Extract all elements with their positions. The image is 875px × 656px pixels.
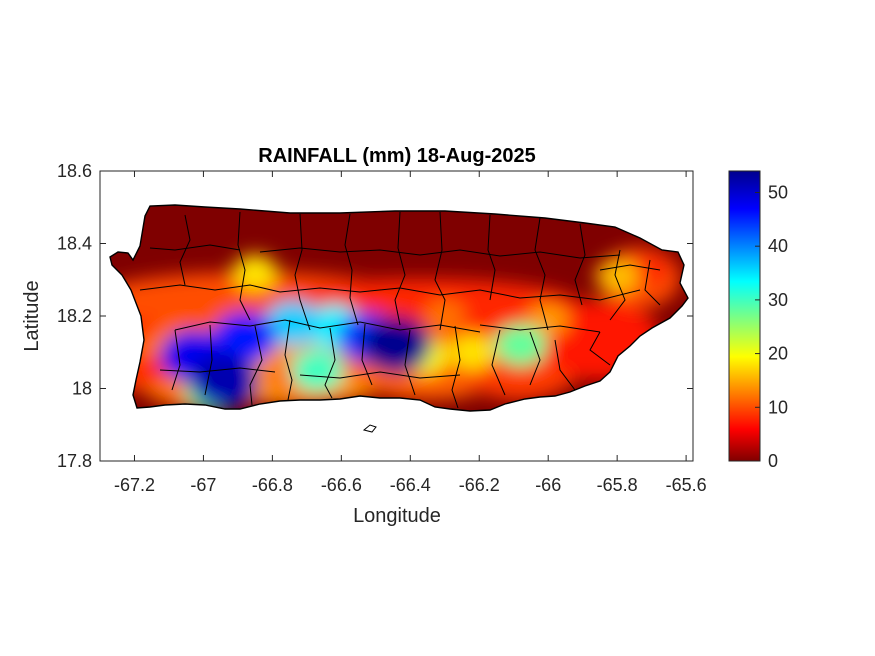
rain-cell — [189, 353, 259, 409]
colorbar-tick-label: 0 — [768, 451, 778, 471]
municipality-boundary — [491, 329, 506, 396]
municipality-boundary — [149, 244, 241, 251]
rainfall-heat-layer — [110, 205, 688, 411]
rain-cell — [212, 312, 277, 364]
municipality-boundary — [284, 319, 293, 401]
municipality-boundary — [174, 319, 481, 333]
municipality-boundary — [609, 249, 626, 321]
municipality-boundary — [644, 259, 661, 306]
x-tick-label: -66 — [535, 475, 561, 495]
municipality-boundary — [204, 324, 213, 396]
rain-cell — [494, 324, 547, 366]
municipality-boundary — [294, 213, 311, 331]
colorbar-tick-label: 20 — [768, 344, 788, 364]
rain-cell — [232, 254, 278, 291]
municipality-boundary — [159, 367, 276, 373]
municipality-boundary — [487, 214, 496, 301]
municipality-boundary — [554, 339, 576, 391]
municipality-boundary — [139, 284, 641, 301]
chart-title: RAINFALL (mm) 18-Aug-2025 — [258, 145, 535, 167]
municipality-boundary — [249, 325, 263, 406]
x-axis-label: Longitude — [353, 505, 441, 527]
colorbar-tick-label: 50 — [768, 182, 788, 202]
y-tick-label: 18.4 — [57, 234, 92, 254]
colorbar — [728, 170, 761, 462]
rain-cell — [264, 300, 322, 347]
municipality-boundary — [361, 323, 373, 386]
rain-cell — [290, 349, 344, 392]
x-axis: -67.2 -67 -66.8 -66.6 -66.4 -66.2 -66 -65.8 -65.… — [114, 171, 707, 495]
colorbar-ticks: 0 10 20 30 40 50 — [755, 182, 788, 471]
municipality-boundary — [171, 329, 181, 391]
municipality-boundaries — [139, 211, 661, 409]
rain-cell — [450, 334, 495, 371]
x-tick-label: -66.6 — [321, 475, 362, 495]
colorbar-tick-label: 10 — [768, 397, 788, 417]
y-tick-label: 18.6 — [57, 161, 92, 181]
rain-cell — [424, 299, 465, 333]
x-tick-label: -65.6 — [666, 475, 707, 495]
colorbar-tick-label: 40 — [768, 236, 788, 256]
municipality-boundary — [299, 371, 461, 379]
municipality-boundary — [434, 211, 446, 331]
municipality-boundary — [344, 213, 359, 326]
x-tick-label: -65.8 — [597, 475, 638, 495]
colorbar-tick-label: 30 — [768, 290, 788, 310]
municipality-boundary — [179, 214, 191, 286]
municipality-boundary — [599, 264, 661, 271]
y-axis-label: Latitude — [21, 280, 43, 351]
municipality-boundary — [574, 223, 586, 306]
y-axis: 17.8 18 18.2 18.4 18.6 — [57, 161, 693, 471]
x-tick-label: -67.2 — [114, 475, 155, 495]
municipality-boundary — [259, 247, 621, 259]
y-tick-label: 18.2 — [57, 306, 92, 326]
municipality-boundary — [404, 329, 416, 396]
municipality-boundary — [534, 217, 549, 331]
y-tick-label: 18 — [72, 379, 92, 399]
x-tick-label: -66.2 — [459, 475, 500, 495]
municipality-boundary — [589, 331, 611, 366]
x-tick-label: -66.8 — [252, 475, 293, 495]
x-tick-label: -66.4 — [390, 475, 431, 495]
municipality-boundary — [479, 324, 601, 333]
municipality-boundary — [324, 327, 336, 399]
offshore-island — [362, 424, 377, 433]
island-outline — [109, 204, 689, 412]
x-tick-label: -67 — [190, 475, 216, 495]
municipality-boundary — [237, 211, 251, 321]
municipality-boundary — [394, 211, 406, 326]
y-tick-label: 17.8 — [57, 451, 92, 471]
municipality-boundary — [529, 331, 541, 386]
rain-cell — [361, 317, 432, 373]
rain-cell — [595, 258, 639, 294]
